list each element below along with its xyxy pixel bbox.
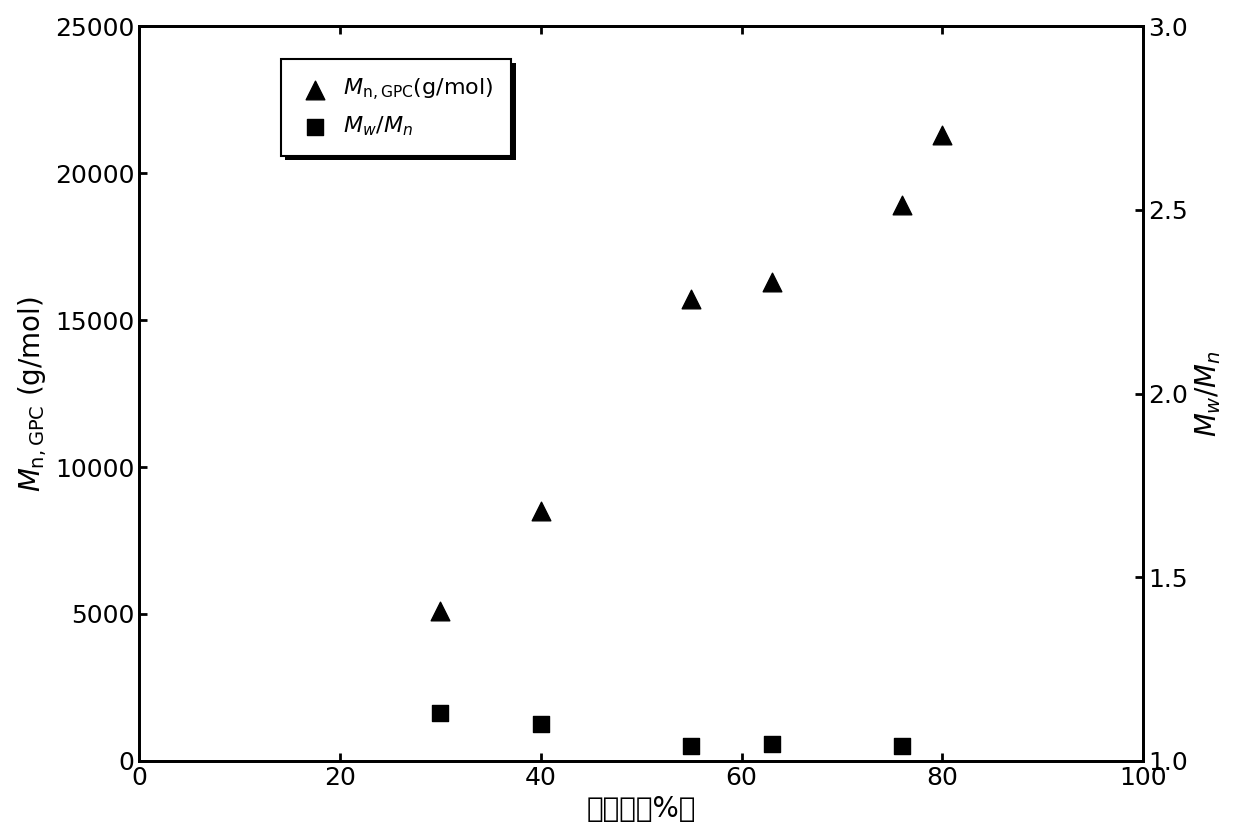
$M_{\rm n,GPC}$(g/mol)	[531, 504, 551, 517]
$M_{\rm n,GPC}$(g/mol)	[893, 199, 913, 213]
$M_{\rm n,GPC}$(g/mol)	[761, 276, 781, 289]
$M_{w}/M_{n}$	[682, 739, 702, 753]
$M_{w}/M_{n}$	[531, 717, 551, 731]
$M_{w}/M_{n}$	[761, 738, 781, 751]
$M_{\rm n,GPC}$(g/mol)	[430, 604, 450, 617]
$M_{\rm n,GPC}$(g/mol)	[682, 293, 702, 307]
Y-axis label: $M_{\rm n,GPC}$ (g/mol): $M_{\rm n,GPC}$ (g/mol)	[16, 296, 50, 491]
$M_{w}/M_{n}$	[430, 706, 450, 720]
$M_{w}/M_{n}$	[893, 739, 913, 753]
$M_{\rm n,GPC}$(g/mol)	[932, 129, 952, 142]
X-axis label: 转化率（%）: 转化率（%）	[587, 795, 696, 823]
Y-axis label: $M_{w}/M_{n}$: $M_{w}/M_{n}$	[1194, 350, 1224, 437]
Legend: $M_{\rm n,GPC}$(g/mol), $M_{w}/M_{n}$: $M_{\rm n,GPC}$(g/mol), $M_{w}/M_{n}$	[281, 60, 511, 155]
